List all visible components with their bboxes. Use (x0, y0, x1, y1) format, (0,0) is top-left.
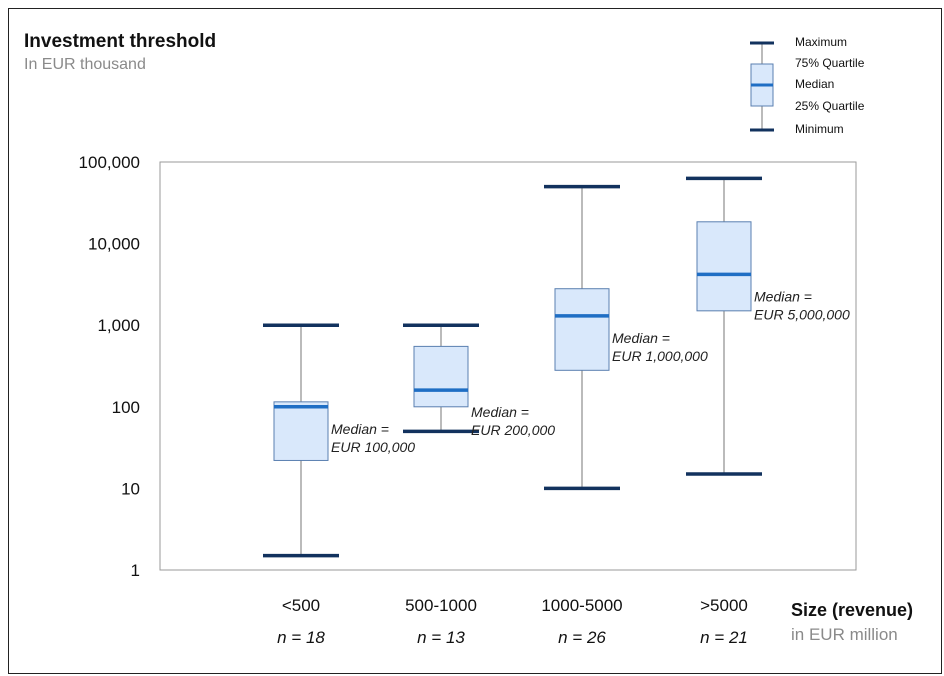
chart-subtitle: In EUR thousand (24, 56, 146, 73)
y-tick-label: 1 (131, 561, 140, 580)
median-annotation: EUR 1,000,000 (612, 348, 708, 364)
box-4: Median = EUR 5,000,000 (686, 176, 850, 476)
x-category-label: >5000 (700, 596, 748, 615)
x-category-label: <500 (282, 596, 320, 615)
sample-size-label: n = 21 (700, 628, 748, 647)
chart-frame (8, 8, 942, 674)
box-1: Median = EUR 100,000 (263, 323, 415, 558)
x-category-label: 1000-5000 (541, 596, 622, 615)
median-annotation: Median = (612, 330, 670, 346)
median-annotation: Median = (754, 288, 812, 304)
legend-label: 75% Quartile (795, 56, 865, 70)
box-3: Median = EUR 1,000,000 (544, 184, 708, 491)
median-annotation: Median = (331, 421, 389, 437)
x-axis-subtitle: in EUR million (791, 625, 898, 644)
iqr-box (273, 401, 329, 461)
median-annotation: EUR 100,000 (331, 439, 415, 455)
median-annotation: Median = (471, 404, 529, 420)
sample-size-label: n = 13 (417, 628, 465, 647)
iqr-box (413, 345, 469, 408)
median-annotation: EUR 5,000,000 (754, 306, 850, 322)
x-axis-title: Size (revenue) (791, 600, 913, 620)
y-tick-label: 100 (112, 398, 140, 417)
legend-label: 25% Quartile (795, 99, 865, 113)
legend-label: Minimum (795, 122, 844, 136)
legend: Maximum 75% Quartile Median 25% Quartile Min… (750, 35, 865, 136)
y-tick-label: 10 (121, 479, 140, 498)
box-2: Median = EUR 200,000 (403, 323, 555, 438)
sample-size-label: n = 26 (558, 628, 606, 647)
sample-size-label: n = 18 (277, 628, 325, 647)
x-axis: <500 n = 18 500-1000 n = 13 1000-5000 n = 26 >… (277, 596, 748, 647)
median-annotation: EUR 200,000 (471, 422, 555, 438)
y-tick-label: 10,000 (88, 235, 140, 254)
y-tick-label: 100,000 (79, 153, 140, 172)
x-category-label: 500-1000 (405, 596, 477, 615)
plot-area (159, 161, 857, 571)
iqr-box (554, 288, 610, 371)
y-axis: 1 10 100 1,000 10,000 100,000 (79, 153, 140, 580)
legend-label: Maximum (795, 35, 847, 49)
y-tick-label: 1,000 (97, 316, 140, 335)
iqr-box (696, 221, 752, 312)
chart-title: Investment threshold (24, 31, 216, 52)
legend-label: Median (795, 77, 834, 91)
